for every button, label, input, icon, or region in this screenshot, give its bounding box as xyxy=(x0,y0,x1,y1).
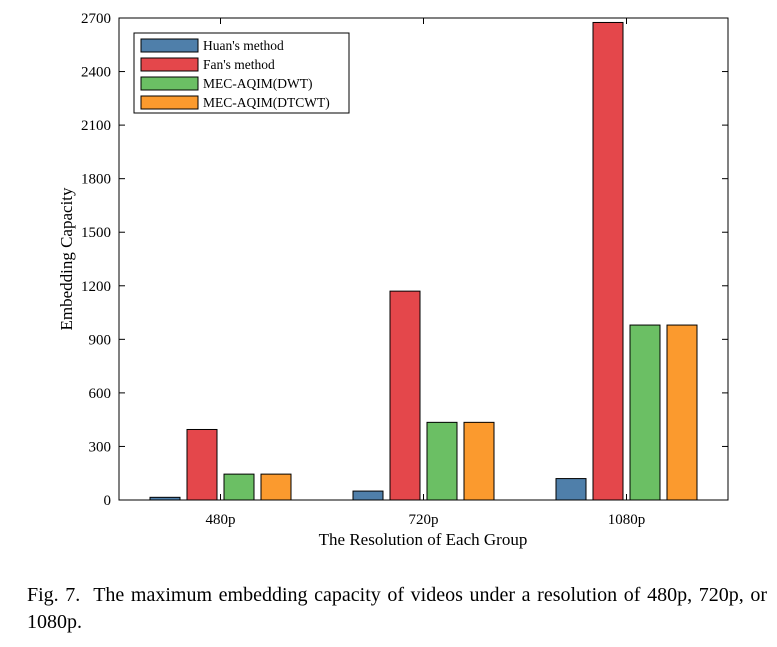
bar xyxy=(666,324,698,501)
legend-swatch xyxy=(140,95,199,110)
bar xyxy=(555,478,587,501)
caption-label: Fig. 7. xyxy=(27,584,81,606)
y-tick-label: 1500 xyxy=(81,225,111,241)
y-tick-label: 2700 xyxy=(81,11,111,27)
legend-label: Fan's method xyxy=(203,57,275,72)
legend-swatch xyxy=(140,38,199,53)
figure-caption: Fig. 7. The maximum embedding capacity o… xyxy=(27,582,767,636)
legend-label: MEC-AQIM(DWT) xyxy=(203,76,312,91)
y-tick-label: 600 xyxy=(89,386,112,402)
legend-label: Huan's method xyxy=(203,38,284,53)
y-axis-label: Embedding Capacity xyxy=(57,187,76,331)
bar xyxy=(629,324,661,501)
x-tick-label: 1080p xyxy=(608,512,646,528)
legend: Huan's method Fan's method MEC-AQIM(DWT) ME… xyxy=(133,32,350,114)
y-axis: 0 300 600 900 1200 1500 1800 2100 2400 2700 xyxy=(81,11,728,509)
caption-text: The maximum embedding capacity of videos… xyxy=(27,584,767,633)
y-tick-label: 1800 xyxy=(81,172,111,188)
plot-area: 0 300 600 900 1200 1500 1800 2100 2400 2700 480p 7… xyxy=(81,11,729,528)
bar xyxy=(592,21,624,501)
y-tick-label: 2100 xyxy=(81,118,111,134)
bar xyxy=(260,473,292,501)
x-axis: 480p 720p 1080p xyxy=(206,18,646,528)
bar-chart: 0 300 600 900 1200 1500 1800 2100 2400 2700 480p 7… xyxy=(57,11,729,549)
bar xyxy=(426,421,458,501)
y-tick-label: 2400 xyxy=(81,65,111,81)
x-tick-label: 720p xyxy=(409,512,439,528)
bars xyxy=(149,21,698,501)
y-tick-label: 1200 xyxy=(81,279,111,295)
bar xyxy=(149,496,181,501)
legend-swatch xyxy=(140,57,199,72)
x-axis-label: The Resolution of Each Group xyxy=(319,530,528,549)
y-tick-label: 900 xyxy=(89,332,112,348)
bar xyxy=(223,473,255,501)
bar xyxy=(389,290,421,501)
legend-swatch xyxy=(140,76,199,91)
bar xyxy=(463,421,495,501)
y-tick-label: 300 xyxy=(89,439,112,455)
bar xyxy=(352,490,384,501)
y-tick-label: 0 xyxy=(104,493,112,509)
bar xyxy=(186,428,218,501)
legend-label: MEC-AQIM(DTCWT) xyxy=(203,95,330,110)
x-tick-label: 480p xyxy=(206,512,236,528)
